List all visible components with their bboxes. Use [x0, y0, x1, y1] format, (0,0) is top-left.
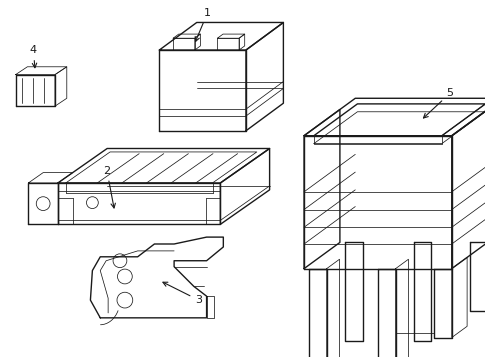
- Text: 3: 3: [163, 282, 202, 305]
- Text: 1: 1: [195, 8, 211, 41]
- Text: 4: 4: [30, 45, 37, 68]
- Text: 2: 2: [103, 166, 115, 208]
- Text: 5: 5: [423, 88, 453, 118]
